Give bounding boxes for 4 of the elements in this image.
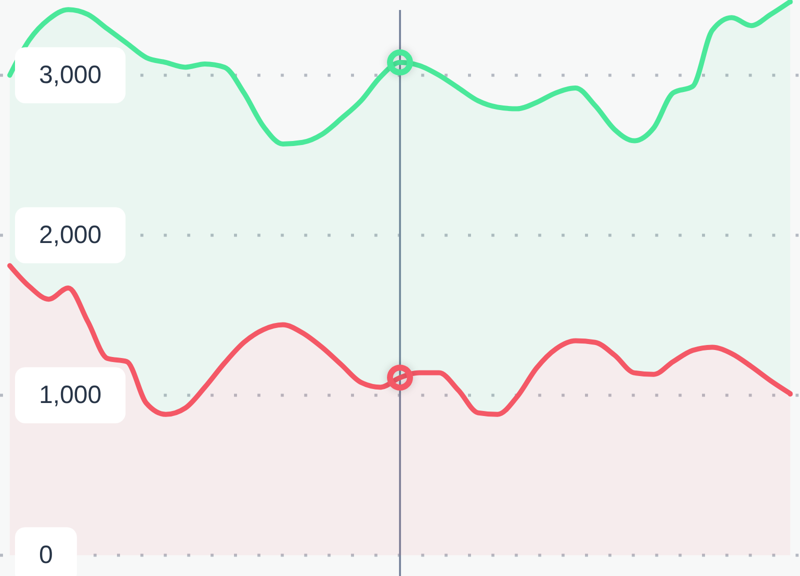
y-tick-label: 0 <box>38 541 53 570</box>
y-tick-label: 1,000 <box>38 381 102 410</box>
y-tick-label: 2,000 <box>38 221 102 250</box>
y-tick-label: 3,000 <box>38 61 102 90</box>
